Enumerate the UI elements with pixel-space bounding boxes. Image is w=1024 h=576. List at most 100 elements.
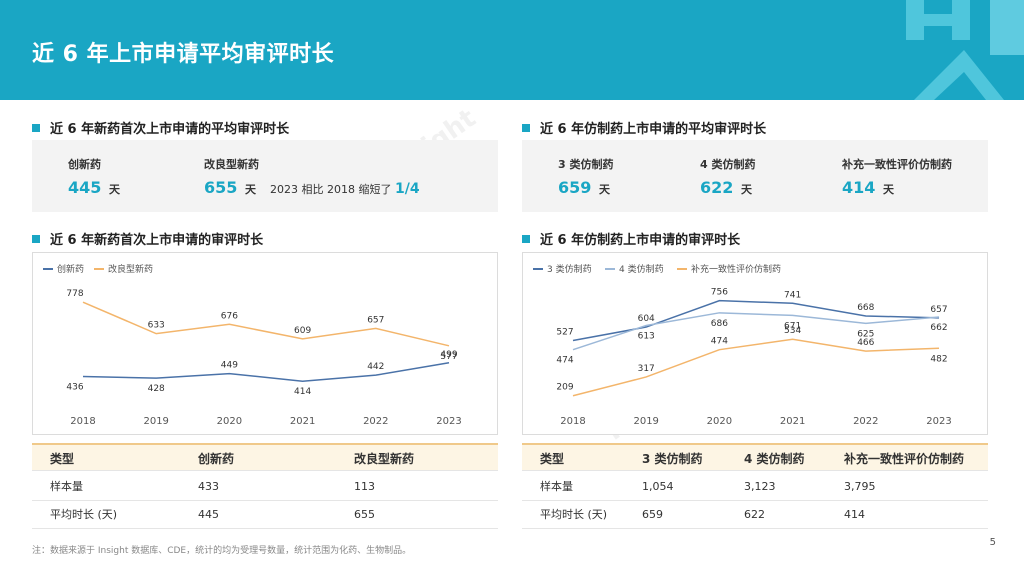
table-cell: 433 — [198, 480, 219, 493]
data-label: 209 — [556, 383, 573, 393]
legend-item: 4 类仿制药 — [605, 263, 664, 275]
left-section-title-1: 近 6 年新药首次上市申请的平均审评时长 — [32, 118, 289, 137]
table-header-cell: 补充一致性评价仿制药 — [844, 452, 965, 466]
x-tick-label: 2020 — [217, 416, 242, 427]
table-header-cell: 3 类仿制药 — [642, 452, 703, 466]
table-row: 样本量 1,054 3,123 3,795 — [522, 473, 988, 501]
kpi-unit: 天 — [244, 183, 256, 196]
right-kpi-panel: 3 类仿制药 659 天 4 类仿制药 622 天 补充一致性评价仿制药 414… — [522, 140, 988, 212]
x-tick-label: 2023 — [926, 416, 951, 427]
right-section-title-2-text: 近 6 年仿制药上市申请的审评时长 — [540, 233, 741, 248]
square-bullet-icon — [522, 123, 530, 132]
kpi-improved: 改良型新药 655 天 2023 相比 2018 缩短了 1/4 — [204, 156, 420, 197]
square-bullet-icon — [522, 234, 530, 243]
footnote: 注：数据来源于 Insight 数据库、CDE，统计的均为受理号数量，统计范围为… — [32, 546, 412, 556]
x-tick-label: 2023 — [436, 416, 461, 427]
table-row: 平均时长 (天) 445 655 — [32, 501, 498, 529]
legend-label: 补充一致性评价仿制药 — [691, 263, 781, 275]
table-row: 平均时长 (天) 659 622 414 — [522, 501, 988, 529]
left-section-title-2-text: 近 6 年新药首次上市申请的审评时长 — [50, 233, 264, 248]
x-tick-label: 2021 — [290, 416, 315, 427]
data-label: 633 — [148, 321, 165, 331]
table-cell: 445 — [198, 508, 219, 521]
data-label: 499 — [440, 350, 457, 360]
kpi-note: 2023 相比 2018 缩短了 1/4 — [269, 181, 420, 197]
table-header-cell: 4 类仿制药 — [744, 452, 805, 466]
data-label: 436 — [66, 382, 83, 392]
data-label: 449 — [221, 361, 238, 371]
kpi-class4: 4 类仿制药 622 天 — [700, 156, 755, 197]
kpi-label: 改良型新药 — [204, 158, 259, 171]
legend-item: 3 类仿制药 — [533, 263, 592, 275]
table-header-cell: 类型 — [50, 452, 75, 466]
kpi-class3: 3 类仿制药 659 天 — [558, 156, 613, 197]
right-line-chart: 3 类仿制药 4 类仿制药 补充一致性评价仿制药 2018 2019 2020 2021 20… — [522, 252, 988, 435]
chart-svg: 3 类仿制药 4 类仿制药 补充一致性评价仿制药 2018 2019 2020 2021 20… — [533, 263, 952, 427]
x-tick-label: 2022 — [853, 416, 878, 427]
kpi-label: 创新药 — [68, 158, 101, 171]
x-tick-label: 2021 — [780, 416, 805, 427]
table-cell: 414 — [844, 508, 865, 521]
data-label: 741 — [784, 290, 801, 300]
x-tick-label: 2018 — [560, 416, 585, 427]
kpi-note-text: 2023 相比 2018 缩短了 — [269, 183, 392, 196]
legend-item: 补充一致性评价仿制药 — [677, 263, 781, 275]
series-line — [572, 338, 940, 397]
data-label: 482 — [930, 354, 947, 364]
data-label: 609 — [294, 326, 311, 336]
data-label: 613 — [638, 332, 655, 342]
table-cell: 1,054 — [642, 480, 674, 493]
data-label: 527 — [556, 327, 573, 337]
table-cell: 平均时长 (天) — [50, 508, 118, 521]
kpi-value: 659 — [558, 178, 592, 197]
kpi-unit: 天 — [598, 183, 610, 196]
data-label: 474 — [556, 356, 573, 366]
data-label: 428 — [148, 384, 165, 394]
kpi-value: 414 — [842, 178, 876, 197]
page-title: 近 6 年上市申请平均审评时长 — [32, 42, 335, 67]
series-line — [572, 299, 940, 342]
series-line — [82, 301, 450, 347]
right-section-title-1-text: 近 6 年仿制药上市申请的平均审评时长 — [540, 122, 767, 137]
legend-label: 3 类仿制药 — [547, 263, 592, 275]
data-label: 604 — [638, 314, 655, 324]
table-cell: 622 — [744, 508, 765, 521]
right-section-title-2: 近 6 年仿制药上市申请的审评时长 — [522, 229, 740, 248]
data-label: 466 — [857, 338, 874, 348]
x-tick-label: 2020 — [707, 416, 732, 427]
data-label: 657 — [930, 305, 947, 315]
left-kpi-panel: 创新药 445 天 改良型新药 655 天 2023 相比 2018 缩短了 1/… — [32, 140, 498, 212]
kpi-unit: 天 — [740, 183, 752, 196]
table-header-cell: 类型 — [540, 452, 565, 466]
kpi-unit: 天 — [108, 183, 120, 196]
table-row: 样本量 433 113 — [32, 473, 498, 501]
legend-label: 创新药 — [57, 263, 84, 275]
data-label: 317 — [638, 364, 655, 374]
table-cell: 659 — [642, 508, 663, 521]
legend-item: 创新药 — [43, 263, 84, 275]
data-label: 577 — [440, 352, 457, 362]
data-label: 414 — [294, 387, 311, 397]
data-label: 671 — [784, 321, 801, 331]
data-label: 442 — [367, 362, 384, 372]
kpi-label: 3 类仿制药 — [558, 158, 614, 171]
legend-item: 改良型新药 — [94, 263, 153, 275]
table-header-row: 类型 3 类仿制药 4 类仿制药 补充一致性评价仿制药 — [522, 443, 988, 471]
table-cell: 样本量 — [50, 480, 83, 493]
kpi-innovative: 创新药 445 天 — [68, 156, 120, 197]
left-table: 类型 创新药 改良型新药 样本量 433 113 平均时长 (天) 445 65… — [32, 443, 498, 533]
data-label: 657 — [367, 315, 384, 325]
table-cell: 样本量 — [540, 480, 573, 493]
data-label: 686 — [711, 319, 728, 329]
kpi-unit: 天 — [882, 183, 894, 196]
legend-label: 改良型新药 — [108, 263, 153, 275]
table-cell: 3,795 — [844, 480, 876, 493]
chart-svg: 创新药 改良型新药 2018 2019 2020 2021 2022 2023 436 428 44… — [43, 263, 462, 427]
left-section-title-1-text: 近 6 年新药首次上市申请的平均审评时长 — [50, 122, 290, 137]
series-line — [572, 312, 940, 351]
right-table: 类型 3 类仿制药 4 类仿制药 补充一致性评价仿制药 样本量 1,054 3,… — [522, 443, 988, 533]
left-section-title-2: 近 6 年新药首次上市申请的审评时长 — [32, 229, 263, 248]
table-cell: 113 — [354, 480, 375, 493]
legend-label: 4 类仿制药 — [619, 263, 664, 275]
data-label: 474 — [711, 337, 728, 347]
